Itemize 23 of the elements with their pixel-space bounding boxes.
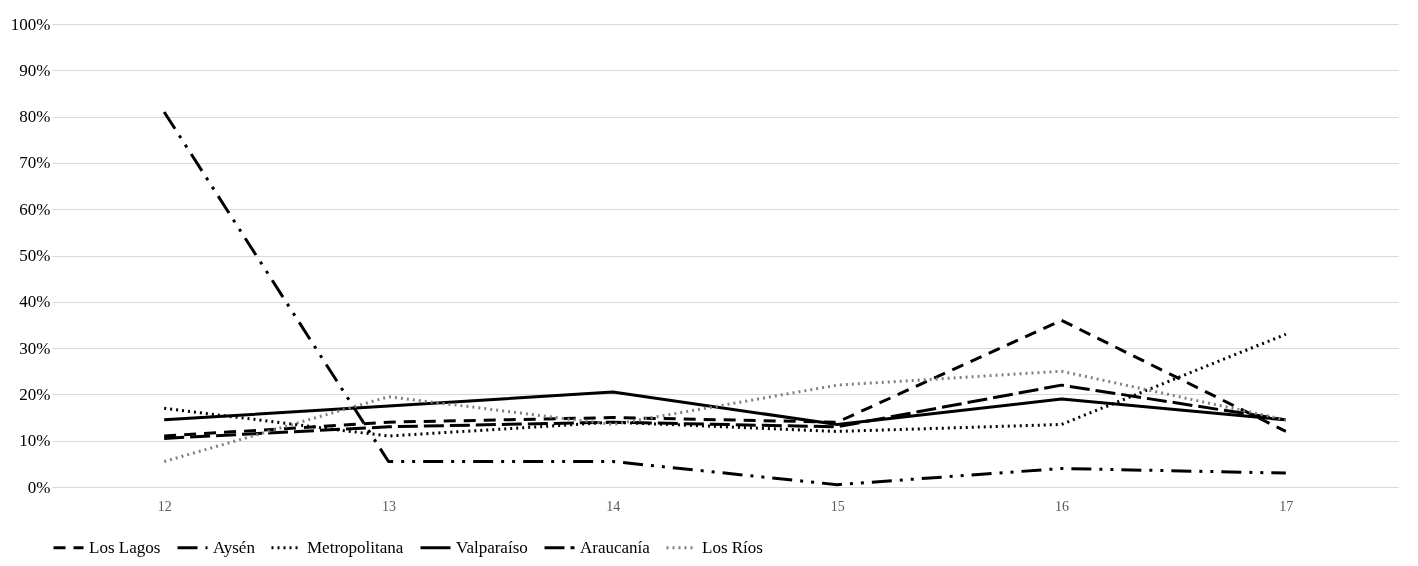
y-tick-label: 40% — [19, 292, 51, 312]
legend-label: Metropolitana — [307, 537, 404, 557]
y-tick-label: 70% — [19, 153, 51, 173]
x-tick-label: 16 — [1055, 498, 1069, 514]
y-tick-label: 50% — [19, 246, 51, 265]
x-tick-label: 17 — [1279, 498, 1294, 514]
y-tick-label: 60% — [19, 199, 51, 219]
y-tick-label: 100% — [10, 14, 51, 34]
legend-label: Valparaíso — [456, 537, 528, 557]
x-tick-label: 12 — [157, 498, 172, 514]
legend-label: Aysén — [213, 537, 256, 557]
y-tick-label: 80% — [19, 107, 51, 127]
x-tick-label: 13 — [382, 498, 396, 514]
y-tick-label: 0% — [27, 477, 51, 497]
y-tick-label: 30% — [19, 338, 51, 358]
y-tick-label: 20% — [19, 384, 51, 404]
legend-label: Araucanía — [580, 537, 651, 557]
y-tick-label: 90% — [19, 60, 51, 80]
legend-label: Los Ríos — [702, 537, 763, 557]
x-tick-label: 15 — [830, 498, 845, 514]
y-tick-label: 10% — [19, 431, 51, 451]
x-tick-label: 14 — [606, 498, 621, 514]
legend-label: Los Lagos — [89, 537, 161, 557]
